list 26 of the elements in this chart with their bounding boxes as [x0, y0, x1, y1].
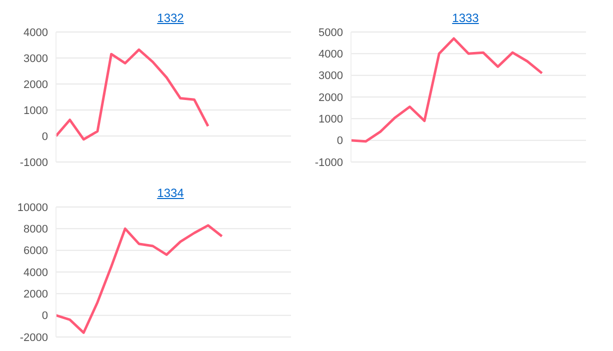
chart-title: 1332 [156, 10, 185, 26]
y-tick-label: 4000 [24, 266, 48, 279]
y-tick-label: 1000 [318, 114, 343, 126]
y-tick-label: 4000 [318, 48, 343, 61]
y-tick-label: 10000 [17, 202, 48, 214]
y-tick-label: 8000 [24, 224, 48, 236]
y-tick-label: 1000 [24, 104, 48, 117]
y-tick-label: 2000 [24, 288, 48, 301]
y-tick-label: 0 [42, 310, 48, 322]
y-tick-label: 4000 [24, 26, 48, 39]
y-tick-label: 0 [42, 130, 48, 143]
y-tick-label: 3000 [24, 52, 48, 65]
y-tick-label: -1000 [20, 156, 48, 169]
y-tick-label: -1000 [314, 156, 343, 169]
y-tick-label: 5000 [318, 26, 343, 39]
y-tick-label: 2000 [24, 78, 48, 91]
y-tick-label: 0 [336, 135, 343, 148]
y-tick-label: 6000 [24, 245, 48, 258]
y-tick-label: 2000 [318, 92, 343, 104]
line-series [54, 224, 224, 334]
line-series [54, 48, 210, 141]
y-tick-label: 3000 [318, 70, 343, 82]
chart-title: 1334 [156, 185, 185, 201]
chart-title: 1333 [451, 10, 480, 26]
line-series [350, 37, 544, 143]
y-tick-label: -2000 [20, 332, 48, 344]
